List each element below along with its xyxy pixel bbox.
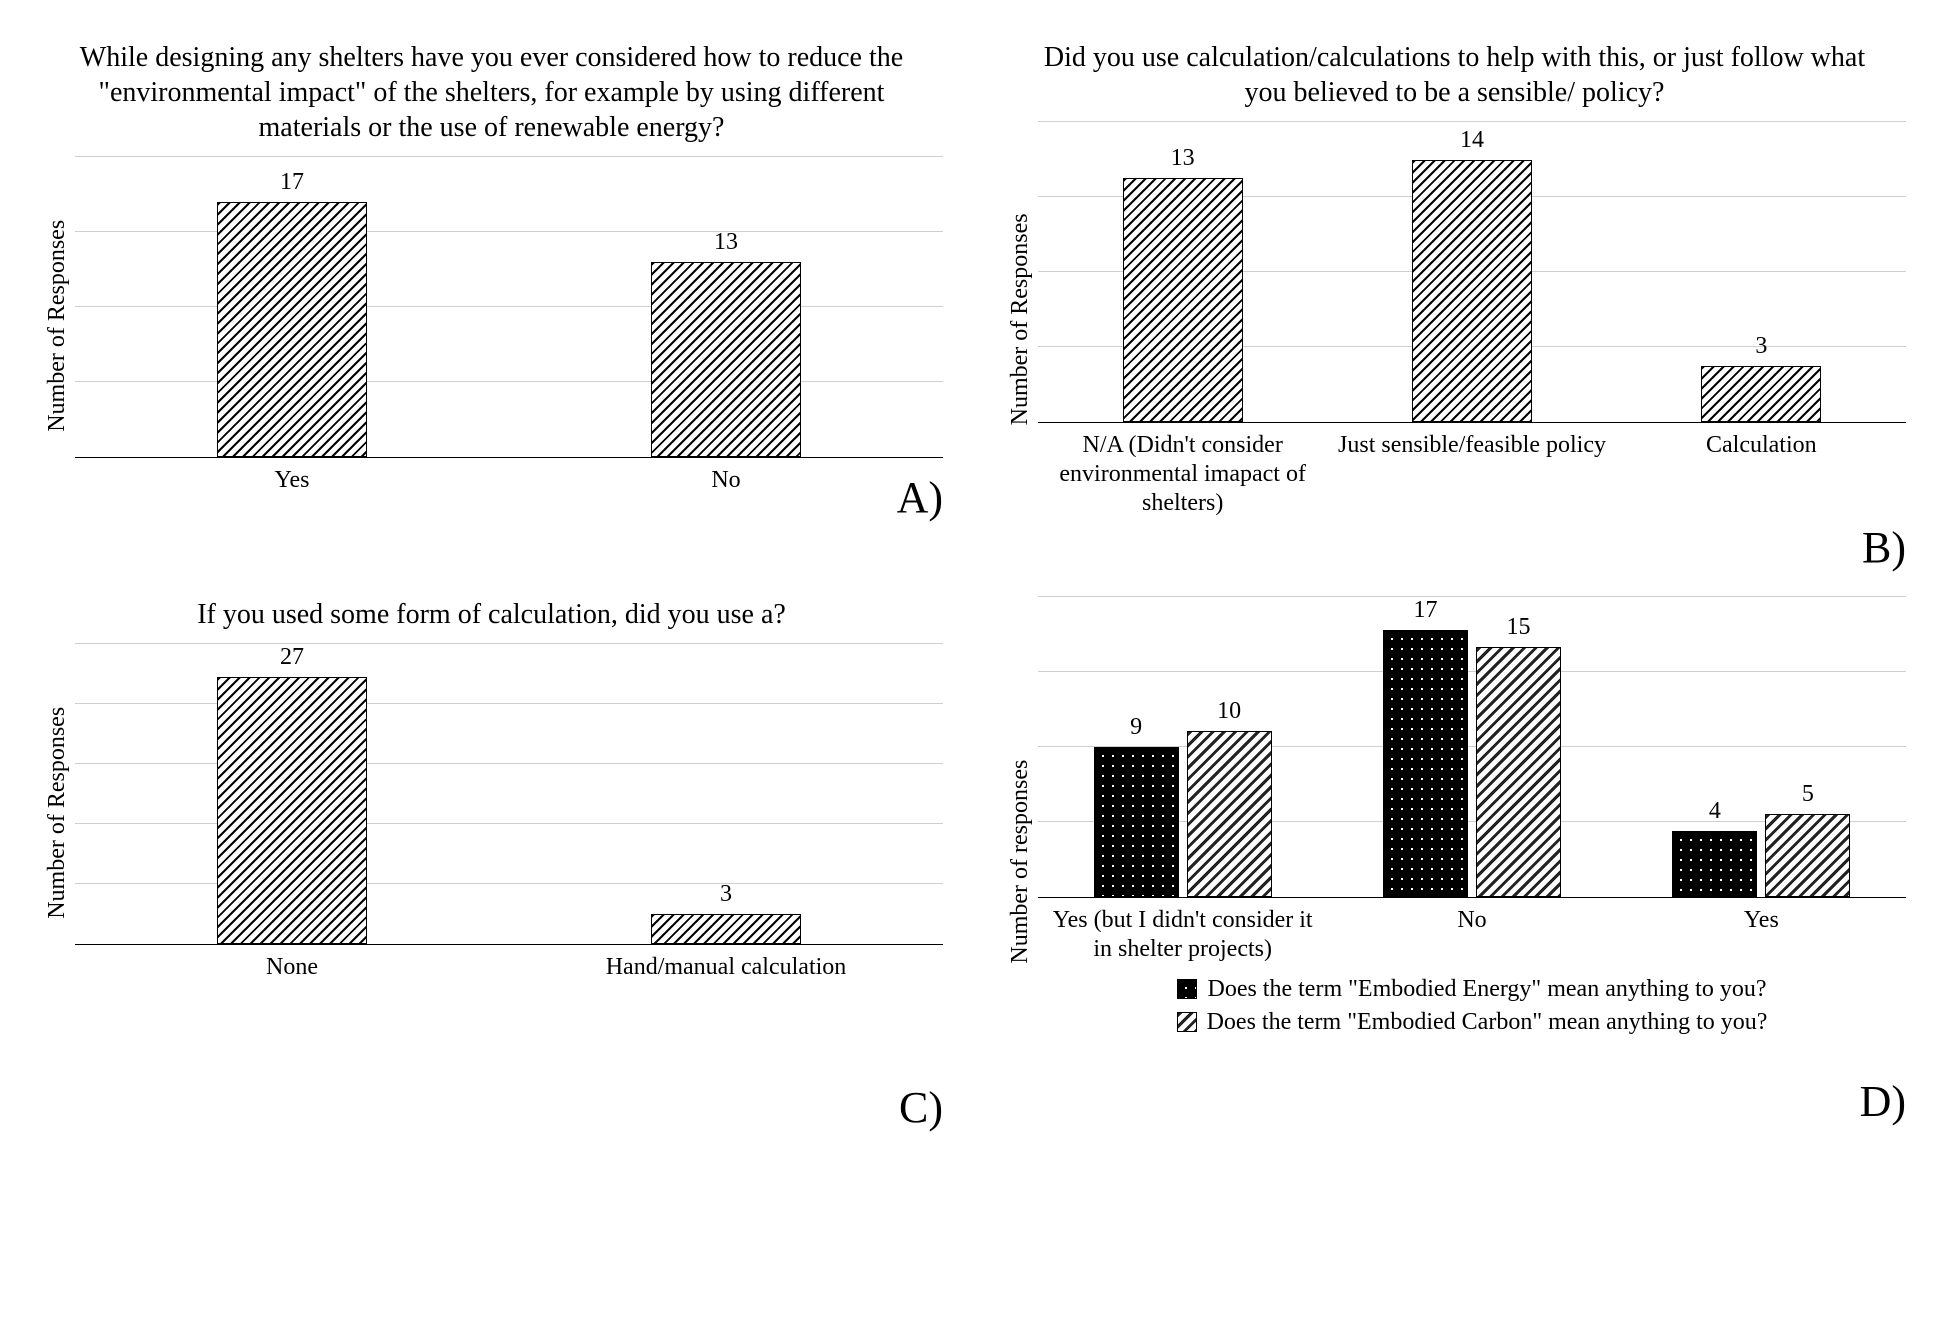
plot-area-a: 17 13 — [75, 157, 943, 457]
chart-title-b: Did you use calculation/calculations to … — [1003, 40, 1906, 110]
x-axis-d: Yes (but I didn't consider it in shelter… — [1038, 897, 1906, 964]
bars-b: 13 14 3 — [1038, 122, 1906, 422]
legend-item-1: Does the term "Embodied Carbon" mean any… — [1177, 1009, 1768, 1036]
x-axis-a: Yes No — [75, 457, 943, 495]
y-axis-label-d: Number of responses — [1003, 597, 1038, 1127]
plot-c: 27 3 None Hand/ma — [75, 644, 943, 982]
value-label: 27 — [280, 644, 304, 671]
chart-title-c: If you used some form of calculation, di… — [40, 597, 943, 632]
value-label: 13 — [1171, 145, 1195, 172]
x-axis-c: None Hand/manual calculation — [75, 944, 943, 982]
bar-a-1 — [651, 262, 801, 457]
bar-b-2 — [1701, 366, 1821, 422]
x-tick-label: Calculation — [1617, 423, 1906, 517]
legend-label: Does the term "Embodied Carbon" mean any… — [1207, 1009, 1768, 1036]
bar-group-c-1: 3 — [509, 644, 943, 944]
bar-d-1-s1 — [1476, 647, 1561, 897]
x-tick-label: Hand/manual calculation — [509, 945, 943, 982]
bars-a: 17 13 — [75, 157, 943, 457]
x-tick-label: Yes (but I didn't consider it in shelter… — [1038, 898, 1327, 964]
value-label: 14 — [1460, 127, 1484, 154]
legend-item-0: Does the term "Embodied Energy" mean any… — [1177, 976, 1766, 1003]
bar-group-a-1: 13 — [509, 157, 943, 457]
x-tick-label: No — [1327, 898, 1616, 964]
bar-group-d-1: 17 15 — [1327, 597, 1616, 897]
y-axis-label-c: Number of Responses — [40, 644, 75, 982]
bar-d-0-s1 — [1187, 731, 1272, 898]
chart-wrap-a: Number of Responses 17 — [40, 157, 943, 495]
plot-area-b: 13 14 3 — [1038, 122, 1906, 422]
plot-d: 9 10 17 — [1038, 597, 1906, 1127]
value-label: 5 — [1802, 781, 1814, 808]
chart-wrap-c: Number of Responses 27 — [40, 644, 943, 982]
plot-area-d: 9 10 17 — [1038, 597, 1906, 897]
panel-b: Did you use calculation/calculations to … — [1003, 40, 1906, 517]
value-label: 13 — [714, 229, 738, 256]
value-label: 3 — [720, 881, 732, 908]
bar-group-a-0: 17 — [75, 157, 509, 457]
chart-title-a: While designing any shelters have you ev… — [40, 40, 943, 145]
y-axis-label-a: Number of Responses — [40, 157, 75, 495]
legend-label: Does the term "Embodied Energy" mean any… — [1207, 976, 1766, 1003]
bar-b-1 — [1412, 160, 1532, 423]
plot-area-c: 27 3 — [75, 644, 943, 944]
panel-d: Number of responses 9 — [1003, 597, 1906, 1127]
x-tick-label: None — [75, 945, 509, 982]
x-tick-label: No — [509, 458, 943, 495]
value-label: 9 — [1130, 714, 1142, 741]
panel-letter-c: C) — [899, 1082, 943, 1133]
bar-d-0-s0 — [1094, 747, 1179, 897]
chart-wrap-b: Number of Responses 13 — [1003, 122, 1906, 517]
value-label: 3 — [1755, 333, 1767, 360]
bar-d-1-s0 — [1383, 630, 1468, 897]
x-axis-b: N/A (Didn't consider environmental imapa… — [1038, 422, 1906, 517]
plot-a: 17 13 Yes No — [75, 157, 943, 495]
bar-group-b-2: 3 — [1617, 122, 1906, 422]
bar-group-b-1: 14 — [1327, 122, 1616, 422]
x-tick-label: N/A (Didn't consider environmental imapa… — [1038, 423, 1327, 517]
bar-d-2-s1 — [1765, 814, 1850, 897]
bar-group-c-0: 27 — [75, 644, 509, 944]
chart-wrap-d: Number of responses 9 — [1003, 597, 1906, 1127]
bar-group-d-0: 9 10 — [1038, 597, 1327, 897]
bar-a-0 — [217, 202, 367, 457]
legend-d: Does the term "Embodied Energy" mean any… — [1038, 976, 1906, 1036]
bars-c: 27 3 — [75, 644, 943, 944]
value-label: 17 — [1413, 597, 1437, 624]
bar-b-0 — [1123, 178, 1243, 422]
value-label: 10 — [1217, 698, 1241, 725]
bar-group-b-0: 13 — [1038, 122, 1327, 422]
legend-swatch-diag — [1177, 1012, 1197, 1032]
plot-b: 13 14 3 — [1038, 122, 1906, 517]
panel-a: While designing any shelters have you ev… — [40, 40, 943, 517]
value-label: 4 — [1709, 798, 1721, 825]
bar-group-d-2: 4 5 — [1617, 597, 1906, 897]
bar-c-0 — [217, 677, 367, 944]
x-tick-label: Yes — [75, 458, 509, 495]
x-tick-label: Yes — [1617, 898, 1906, 964]
panel-letter-a: A) — [897, 472, 943, 523]
x-tick-label: Just sensible/feasible policy — [1327, 423, 1616, 517]
panel-letter-b: B) — [1862, 522, 1906, 573]
panel-c: If you used some form of calculation, di… — [40, 597, 943, 1127]
bar-c-1 — [651, 914, 801, 944]
bars-d: 9 10 17 — [1038, 597, 1906, 897]
legend-swatch-dot — [1177, 979, 1197, 999]
value-label: 17 — [280, 169, 304, 196]
panel-letter-d: D) — [1038, 1076, 1906, 1127]
value-label: 15 — [1506, 614, 1530, 641]
bar-d-2-s0 — [1672, 831, 1757, 898]
y-axis-label-b: Number of Responses — [1003, 122, 1038, 517]
